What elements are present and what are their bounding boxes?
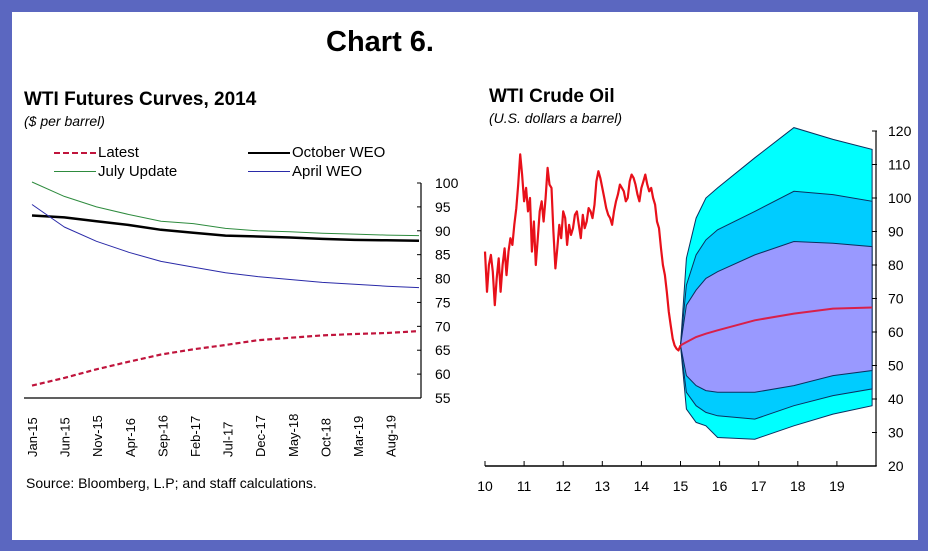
right-x-tick-label: 12 bbox=[555, 478, 571, 494]
legend-swatch-october-weo bbox=[248, 151, 290, 154]
left-x-tick-label: Aug-19 bbox=[384, 415, 399, 457]
page-title: Chart 6. bbox=[326, 26, 434, 58]
left-x-tick-label: Oct-18 bbox=[318, 418, 333, 457]
left-x-tick-label: Mar-19 bbox=[351, 416, 366, 457]
series-line-october-weo bbox=[31, 214, 420, 243]
right-y-tick-label: 70 bbox=[888, 291, 904, 307]
legend-label-october-weo: October WEO bbox=[292, 144, 386, 161]
right-x-tick-label: 17 bbox=[751, 478, 767, 494]
legend-item-july-update: July Update bbox=[54, 163, 177, 180]
left-chart-subtitle: ($ per barrel) bbox=[24, 113, 105, 129]
left-y-tick-label: 55 bbox=[435, 390, 451, 406]
right-x-tick-label: 18 bbox=[790, 478, 806, 494]
series-line-july-update bbox=[31, 181, 420, 237]
legend-swatch-latest bbox=[54, 151, 96, 154]
left-y-tick-label: 90 bbox=[435, 223, 451, 239]
legend-label-latest: Latest bbox=[98, 144, 139, 161]
right-x-tick-label: 13 bbox=[595, 478, 611, 494]
series-line-latest bbox=[31, 330, 420, 387]
right-x-tick-label: 15 bbox=[673, 478, 689, 494]
right-y-tick-label: 30 bbox=[888, 425, 904, 441]
right-y-tick-label: 50 bbox=[888, 358, 904, 374]
left-x-tick-label: Feb-17 bbox=[188, 416, 203, 457]
left-y-tick-label: 60 bbox=[435, 366, 451, 382]
left-x-tick-label: May-18 bbox=[286, 414, 301, 457]
left-x-tick-label: Jan-15 bbox=[25, 417, 40, 457]
right-x-tick-label: 10 bbox=[477, 478, 493, 494]
legend-label-april-weo: April WEO bbox=[292, 163, 363, 180]
right-y-tick-label: 90 bbox=[888, 224, 904, 240]
right-chart-subtitle: (U.S. dollars a barrel) bbox=[489, 110, 623, 126]
left-x-tick-label: Dec-17 bbox=[253, 415, 268, 457]
right-y-tick-label: 60 bbox=[888, 324, 904, 340]
left-x-tick-label: Nov-15 bbox=[90, 415, 105, 457]
left-y-tick-label: 80 bbox=[435, 271, 451, 287]
series-line-april-weo bbox=[31, 204, 420, 289]
left-x-tick-label: Sep-16 bbox=[155, 415, 170, 457]
forecast-median-line bbox=[680, 306, 873, 347]
right-y-tick-label: 120 bbox=[888, 123, 912, 139]
right-y-tick-label: 100 bbox=[888, 190, 912, 206]
left-y-tick-label: 65 bbox=[435, 342, 451, 358]
left-x-tick-label: Jun-15 bbox=[58, 417, 73, 457]
legend-label-july-update: July Update bbox=[98, 163, 178, 180]
legend-swatch-july-update bbox=[54, 171, 96, 172]
right-chart-plot: 20 30 40 50 60 70 80 90 100 110 120 10 11 12 13 14 15 16 1… bbox=[477, 123, 911, 494]
left-chart-title: WTI Futures Curves, 2014 bbox=[24, 89, 257, 110]
right-x-tick-label: 14 bbox=[634, 478, 650, 494]
left-y-tick-label: 75 bbox=[435, 294, 451, 310]
right-x-tick-label: 16 bbox=[712, 478, 728, 494]
legend-item-latest: Latest bbox=[54, 144, 139, 161]
left-chart-plot: 55 60 65 70 75 80 85 90 95 100 Jan-15 Jun-15 Nov-15 A… bbox=[24, 175, 459, 457]
right-y-tick-label: 80 bbox=[888, 257, 904, 273]
source-note: Source: Bloomberg, L.P; and staff calcul… bbox=[26, 475, 317, 491]
legend-item-april-weo: April WEO bbox=[248, 163, 362, 180]
left-y-tick-label: 100 bbox=[435, 175, 459, 191]
right-x-tick-label: 11 bbox=[517, 478, 532, 494]
historical-price-line bbox=[483, 153, 682, 352]
legend-item-october-weo: October WEO bbox=[248, 144, 385, 161]
legend-swatch-april-weo bbox=[248, 171, 290, 172]
left-y-tick-label: 70 bbox=[435, 318, 451, 334]
left-x-tick-label: Apr-16 bbox=[123, 418, 138, 457]
left-x-tick-label: Jul-17 bbox=[221, 422, 236, 457]
left-y-tick-label: 85 bbox=[435, 247, 451, 263]
right-x-tick-label: 19 bbox=[829, 478, 845, 494]
right-y-tick-label: 20 bbox=[888, 458, 904, 474]
right-chart-title: WTI Crude Oil bbox=[489, 86, 615, 107]
left-y-tick-label: 95 bbox=[435, 199, 451, 215]
right-y-tick-label: 40 bbox=[888, 391, 904, 407]
right-y-tick-label: 110 bbox=[888, 157, 911, 173]
